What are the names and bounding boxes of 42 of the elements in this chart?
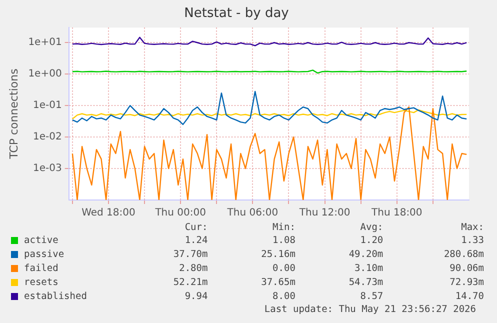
legend-label: active (23, 234, 60, 248)
text: 8.57 (359, 290, 384, 304)
text: 90.06m (448, 262, 485, 276)
y-axis-title: TCP connections (7, 68, 20, 160)
chart-title: Netstat - by day (184, 6, 290, 22)
y-tick-label: 1e-02 (32, 132, 62, 143)
text: 1.20 (359, 234, 384, 248)
x-tick-label: Thu 12:00 (298, 208, 350, 219)
y-tick-label: 1e+01 (28, 37, 62, 48)
text: 37.65m (260, 276, 296, 290)
text: 1.33 (460, 234, 485, 248)
legend-label: passive (23, 248, 66, 262)
legend-label: resets (23, 276, 60, 290)
text: Cur: (184, 222, 209, 234)
y-tick-label: 1e-03 (32, 163, 62, 174)
text: 8.00 (272, 290, 296, 304)
text: 49.20m (348, 248, 384, 262)
text: Max: (460, 222, 485, 234)
text: 14.70 (454, 290, 485, 304)
text: Avg: (359, 222, 384, 234)
text: 1.08 (272, 234, 296, 248)
text: 37.70m (172, 248, 209, 262)
text: 2.80m (178, 262, 209, 276)
text: 1.24 (184, 234, 209, 248)
x-tick-label: Wed 18:00 (82, 208, 136, 219)
text: 3.10m (354, 262, 384, 276)
text: Min: (272, 222, 296, 234)
text: 52.21m (172, 276, 209, 290)
x-tick-label: Thu 06:00 (226, 208, 278, 219)
y-tick-label: 1e-01 (32, 100, 62, 112)
text: 9.94 (184, 290, 209, 304)
text: 72.93m (448, 276, 485, 290)
text: Last update: Thu May 21 23:56:27 2026 (263, 304, 477, 316)
x-tick-label: Thu 00:00 (154, 208, 206, 219)
text: 25.16m (260, 248, 296, 262)
y-tick-label: 1e+00 (28, 68, 62, 80)
text: 54.73m (348, 276, 384, 290)
text: 280.68m (442, 248, 485, 262)
x-tick-label: Thu 18:00 (370, 208, 422, 219)
text: 0.00 (272, 262, 296, 276)
legend-label: failed (23, 262, 60, 276)
legend-label: established (23, 290, 88, 304)
